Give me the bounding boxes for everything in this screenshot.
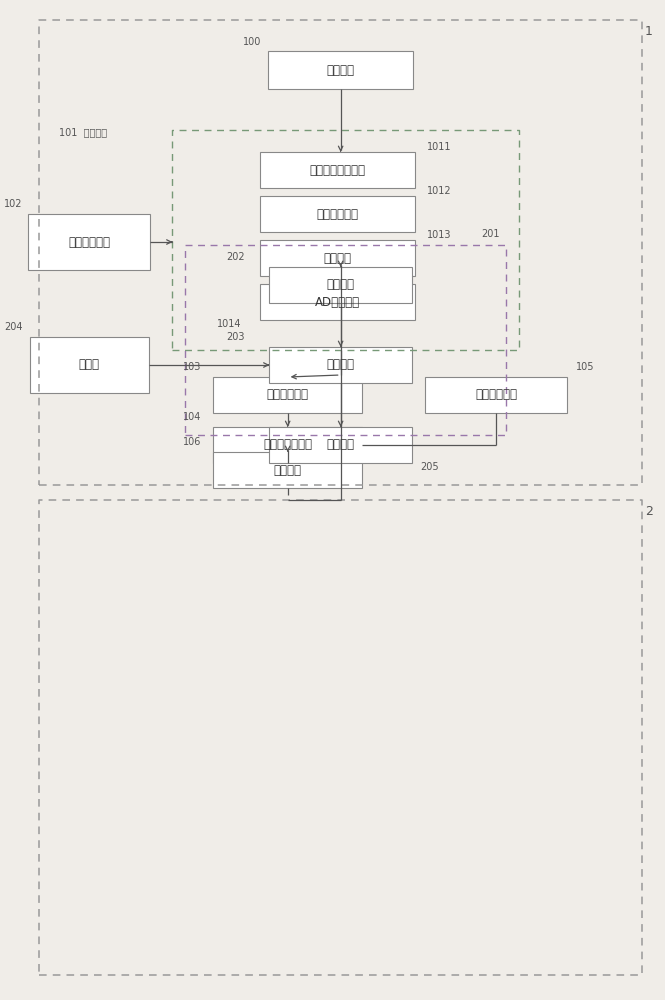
Text: 105: 105 [576,362,594,372]
FancyBboxPatch shape [213,452,362,488]
Text: 205: 205 [420,462,439,472]
Text: 2: 2 [645,505,653,518]
Text: 无线模块: 无线模块 [323,251,351,264]
Text: 202: 202 [226,252,245,262]
Text: 显示器: 显示器 [78,359,100,371]
Text: 触控电极: 触控电极 [327,278,354,292]
FancyBboxPatch shape [29,337,149,392]
Text: 电源测量管理模块: 电源测量管理模块 [309,163,365,176]
Text: 控制主板: 控制主板 [327,438,354,452]
Text: 电池模块: 电池模块 [327,64,354,77]
Text: 压力传感器模块: 压力传感器模块 [263,438,312,452]
Text: 103: 103 [184,362,201,372]
FancyBboxPatch shape [213,377,362,413]
Text: 204: 204 [5,322,23,332]
FancyBboxPatch shape [269,347,412,383]
FancyBboxPatch shape [425,377,567,413]
FancyBboxPatch shape [259,196,415,232]
Text: 高压升压模块: 高压升压模块 [475,388,517,401]
Text: 203: 203 [226,332,245,342]
Text: 1011: 1011 [427,142,451,152]
Text: 按键开关模块: 按键开关模块 [68,235,110,248]
Text: 201: 201 [481,229,499,239]
FancyBboxPatch shape [269,267,412,303]
Text: 100: 100 [243,37,261,47]
Text: 1013: 1013 [427,230,451,240]
Text: 106: 106 [184,437,201,447]
Text: 1014: 1014 [217,319,241,329]
Text: 1012: 1012 [427,186,452,196]
FancyBboxPatch shape [259,240,415,276]
FancyBboxPatch shape [28,214,150,269]
Text: 1: 1 [645,25,653,38]
Text: 102: 102 [5,199,23,209]
Text: AD转换模块: AD转换模块 [315,296,360,308]
FancyBboxPatch shape [259,152,415,188]
FancyBboxPatch shape [269,427,412,463]
Text: 104: 104 [184,412,201,422]
Text: 按键处理模块: 按键处理模块 [317,208,358,221]
FancyBboxPatch shape [259,284,415,320]
Text: 笔尖模块: 笔尖模块 [274,464,302,477]
Text: 101  微控制器: 101 微控制器 [59,127,108,137]
FancyBboxPatch shape [268,51,414,89]
Text: 放大电路模块: 放大电路模块 [267,388,309,401]
Text: 触控芯片: 触控芯片 [327,359,354,371]
FancyBboxPatch shape [213,427,362,463]
